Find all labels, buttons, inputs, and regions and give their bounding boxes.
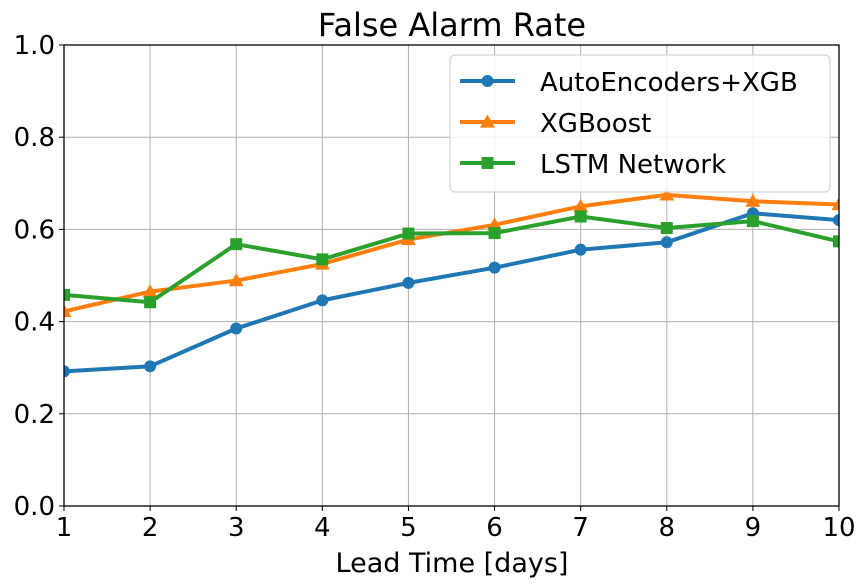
x-tick-label: 9 [745,513,762,543]
x-tick-label: 5 [400,513,417,543]
y-tick-label: 0.0 [14,492,55,522]
legend-swatch-marker [481,75,494,87]
y-tick-label: 0.6 [14,215,55,245]
legend-label: LSTM Network [540,150,726,180]
series-line [64,214,839,305]
data-point [230,238,243,251]
data-point [316,294,329,307]
series-line [64,192,839,314]
data-point [488,227,501,240]
data-point [142,284,158,298]
legend-box [449,54,831,193]
series-line [64,211,839,374]
data-point [745,193,761,207]
x-tick-label: 1 [56,513,73,543]
data-point [402,276,415,289]
x-axis-label: Lead Time [days] [336,548,569,579]
x-tick-label: 10 [822,513,855,543]
data-point [402,227,415,240]
legend: AutoEncoders+XGB XGBoost LSTM Network [449,54,831,193]
y-tick-label: 0.8 [14,123,55,153]
y-tick-label: 0.2 [14,400,55,430]
data-point [316,253,329,266]
legend-swatch-marker [480,114,495,128]
series-1 [64,187,839,318]
y-tick-label: 0.4 [14,308,55,338]
series-0 [64,207,839,378]
x-tick-label: 2 [142,513,159,543]
x-tick-label: 6 [486,513,503,543]
data-point [64,288,70,301]
data-point [659,187,675,201]
legend-label: XGBoost [540,109,651,139]
data-point [660,236,673,249]
x-tick-label: 4 [314,513,331,543]
data-point [574,210,587,223]
plot-frame [63,44,840,507]
data-point [144,296,157,309]
data-point [833,214,839,227]
data-point [230,322,243,335]
data-point [831,197,839,211]
series-2 [64,210,839,309]
data-point [746,215,759,228]
data-point [64,365,70,378]
legend-swatch-marker [481,157,494,169]
data-point [144,360,157,373]
data-point [660,222,673,235]
data-point [228,273,244,287]
series-layer [64,187,839,378]
data-point [574,243,587,256]
legend-label: AutoEncoders+XGB [540,68,798,98]
data-point [573,198,589,212]
data-point [64,303,72,318]
tick-labels: 1 2 3 4 5 6 7 8 9 10 0.0 0.2 0.4 0.6 0.8 1.0 [14,31,856,543]
chart-title: False Alarm Rate [318,6,586,44]
x-tick-label: 8 [659,513,676,543]
data-point [488,261,501,274]
x-tick-label: 3 [228,513,245,543]
x-tick-label: 7 [572,513,589,543]
y-tick-label: 1.0 [14,31,55,61]
data-point [833,235,839,248]
